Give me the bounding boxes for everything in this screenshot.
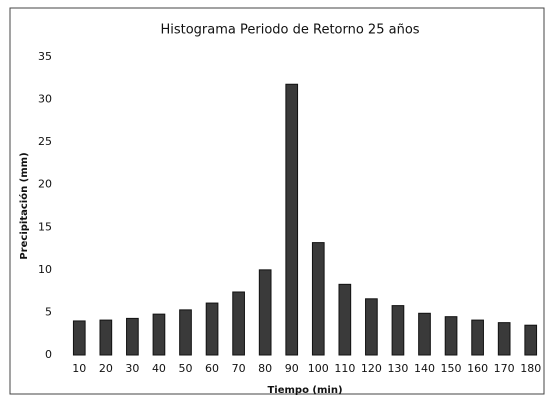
bar	[497, 322, 511, 356]
y-tick-label: 0	[45, 348, 52, 361]
x-tick-label: 60	[205, 362, 219, 375]
y-tick-label: 10	[38, 263, 52, 276]
y-tick-label: 25	[38, 135, 52, 148]
chart-frame	[9, 7, 545, 395]
y-axis-label: Precipitación (mm)	[18, 152, 30, 259]
bar	[365, 298, 378, 356]
x-tick-label: 30	[125, 362, 139, 375]
x-tick-label: 50	[179, 362, 193, 375]
x-axis-label: Tiempo (min)	[267, 385, 342, 396]
bar	[418, 312, 431, 356]
x-tick-label: 180	[520, 362, 541, 375]
bar	[524, 324, 538, 356]
x-tick-label: 10	[72, 362, 86, 375]
chart-title: Histograma Periodo de Retorno 25 años	[160, 23, 419, 38]
bar	[311, 242, 325, 356]
bar	[152, 313, 166, 356]
x-tick-label: 130	[387, 362, 408, 375]
bar	[444, 316, 458, 356]
x-tick-label: 70	[232, 362, 246, 375]
y-tick-label: 5	[45, 305, 52, 318]
x-tick-label: 40	[152, 362, 166, 375]
bar	[126, 317, 139, 356]
x-tick-label: 140	[414, 362, 435, 375]
y-tick-label: 15	[38, 220, 52, 233]
bar	[338, 283, 352, 356]
x-tick-label: 20	[99, 362, 113, 375]
bar	[179, 309, 192, 356]
x-tick-label: 110	[334, 362, 355, 375]
bar	[232, 291, 245, 356]
bar	[205, 302, 219, 356]
x-tick-label: 80	[258, 362, 272, 375]
x-tick-label: 120	[361, 362, 382, 375]
y-tick-label: 35	[38, 50, 52, 63]
bar	[72, 320, 86, 356]
x-tick-label: 150	[441, 362, 462, 375]
bar	[99, 319, 113, 356]
y-tick-label: 30	[38, 93, 52, 106]
x-tick-label: 100	[308, 362, 329, 375]
bar	[285, 83, 299, 356]
x-tick-label: 170	[494, 362, 515, 375]
x-tick-label: 160	[467, 362, 488, 375]
bar	[258, 269, 272, 356]
bar	[391, 305, 405, 356]
y-tick-label: 20	[38, 178, 52, 191]
x-tick-label: 90	[285, 362, 299, 375]
bar	[471, 319, 484, 356]
